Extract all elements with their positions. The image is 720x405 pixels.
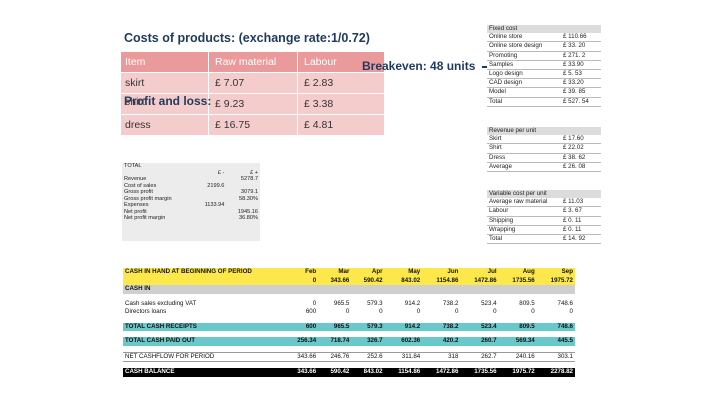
- list-item: Online store £ 110.66: [487, 33, 601, 43]
- list-item: Average £ 26. 08: [487, 162, 601, 173]
- loans-row: Directors loans 600 0 0 0 0 0 0 0: [125, 308, 573, 315]
- overlapped-shirt-text: shirt: [125, 96, 145, 108]
- cell-labour: £ 2.83: [297, 72, 385, 94]
- list-item: Total £ 527. 54: [487, 97, 601, 107]
- month-header: Jul: [460, 268, 499, 277]
- cell-raw: £ 9.23: [208, 93, 298, 115]
- list-item: Skirt £ 17.60: [487, 135, 601, 145]
- fixed-cost-table: Fixed cost Online store £ 110.66 Online s…: [487, 25, 601, 107]
- breakeven-label: Breakeven: 48 units: [362, 59, 476, 73]
- table-row: Revenue 5278.7: [124, 176, 258, 182]
- list-item: Online store design £ 33. 20: [487, 41, 601, 52]
- profit-loss-total-panel: TOTAL £ - £ + Revenue 5278.7 Cost of sales…: [122, 163, 260, 241]
- cell-labour: £ 4.81: [297, 114, 385, 136]
- month-header: Aug: [498, 268, 537, 277]
- cell-item: [120, 93, 209, 115]
- net-cashflow-row: NET CASHFLOW FOR PERIOD 343.66 246.76 25…: [123, 351, 575, 362]
- header-item: Item: [120, 51, 209, 73]
- table-header-row: Item Raw material Labour: [120, 51, 385, 73]
- list-item: Average raw material £ 11.03: [487, 198, 601, 208]
- cell-labour: £ 3.38: [297, 93, 385, 115]
- variable-cost-table: Variable cost per unit Average raw mater…: [487, 190, 601, 245]
- list-item: Wrapping £ 0. 11: [487, 225, 601, 236]
- table-row: Cost of sales 2199.6: [124, 182, 225, 189]
- month-header: Mar: [318, 268, 352, 277]
- cell-item: dress: [120, 114, 209, 136]
- cell-raw: £ 7.07: [208, 72, 298, 94]
- cell-item: skirt: [120, 72, 209, 94]
- sales-row: Cash sales excluding VAT 0 965.5 579.3 9…: [125, 299, 573, 307]
- col-minus-header: £ -: [217, 169, 225, 176]
- table-row: £ 9.23 £ 3.38: [120, 93, 385, 115]
- list-item: Model £ 39. 85: [487, 87, 601, 98]
- month-header: Apr: [351, 268, 385, 277]
- cash-in-row: CASH IN: [123, 285, 575, 294]
- product-costs-table: Item Raw material Labour skirt £ 7.07 £ …: [120, 51, 385, 136]
- table-row: Net profit 1945.16: [124, 208, 258, 215]
- profit-loss-label: shirt Profit and loss:: [124, 94, 212, 108]
- revenue-per-unit-table: Revenue per unit Skirt £ 17.60 Shirt £ 22.…: [487, 127, 601, 173]
- list-item: Labour £ 3. 67: [487, 206, 601, 217]
- table-row: skirt £ 7.07 £ 2.83: [120, 72, 385, 94]
- list-item: Logo design £ 5. 53: [487, 69, 601, 80]
- cell-raw: £ 16.75: [208, 114, 298, 136]
- header-labour: Labour: [297, 51, 385, 73]
- revenue-header: Revenue per unit: [487, 127, 601, 136]
- table-row: Expenses 1133.94: [124, 202, 225, 208]
- col-plus-header: £ +: [250, 169, 258, 176]
- table-row: dress £ 16.75 £ 4.81: [120, 114, 385, 136]
- table-row: Net profit margin 36.80%: [124, 215, 258, 221]
- month-header: Jun: [422, 268, 461, 277]
- list-item: Shirt £ 22.02: [487, 143, 601, 154]
- cash-flow-table: CASH IN HAND AT BEGINNING OF PERIOD Feb …: [123, 268, 575, 377]
- opening-label: CASH IN HAND AT BEGINNING OF PERIOD: [123, 268, 285, 277]
- table-row: Gross profit margin 58.30%: [124, 195, 258, 202]
- month-header: Feb: [285, 268, 319, 277]
- total-title: TOTAL: [124, 163, 142, 169]
- opening-row: 0 343.66 590.42 843.02 1154.86 1472.86 1…: [123, 276, 575, 285]
- cash-balance-row: CASH BALANCE 343.66 590.42 843.02 1154.8…: [123, 368, 575, 377]
- connector-dash: [482, 66, 490, 68]
- receipts-row: TOTAL CASH RECEIPTS 600 965.5 579.3 914.…: [123, 322, 575, 331]
- month-header: May: [384, 268, 423, 277]
- list-item: Samples £ 33.90: [487, 60, 601, 71]
- list-item: Shipping £ 0. 11: [487, 216, 601, 226]
- list-item: Dress £ 38. 62: [487, 153, 601, 163]
- fixed-cost-header: Fixed cost: [487, 25, 601, 34]
- slide-title: Costs of products: (exchange rate:1/0.72…: [124, 31, 370, 45]
- months-header-row: CASH IN HAND AT BEGINNING OF PERIOD Feb …: [123, 268, 575, 277]
- month-header: Sep: [536, 268, 575, 277]
- table-row: Gross profit 3079.1: [124, 189, 258, 195]
- paid-out-row: TOTAL CASH PAID OUT 256.34 718.74 326.7 …: [123, 337, 575, 346]
- header-raw-material: Raw material: [208, 51, 298, 73]
- list-item: Total £ 14. 92: [487, 234, 601, 245]
- variable-header: Variable cost per unit: [487, 190, 601, 199]
- list-item: Promoting £ 271. 2: [487, 51, 601, 61]
- list-item: CAD design £ 33.20: [487, 78, 601, 89]
